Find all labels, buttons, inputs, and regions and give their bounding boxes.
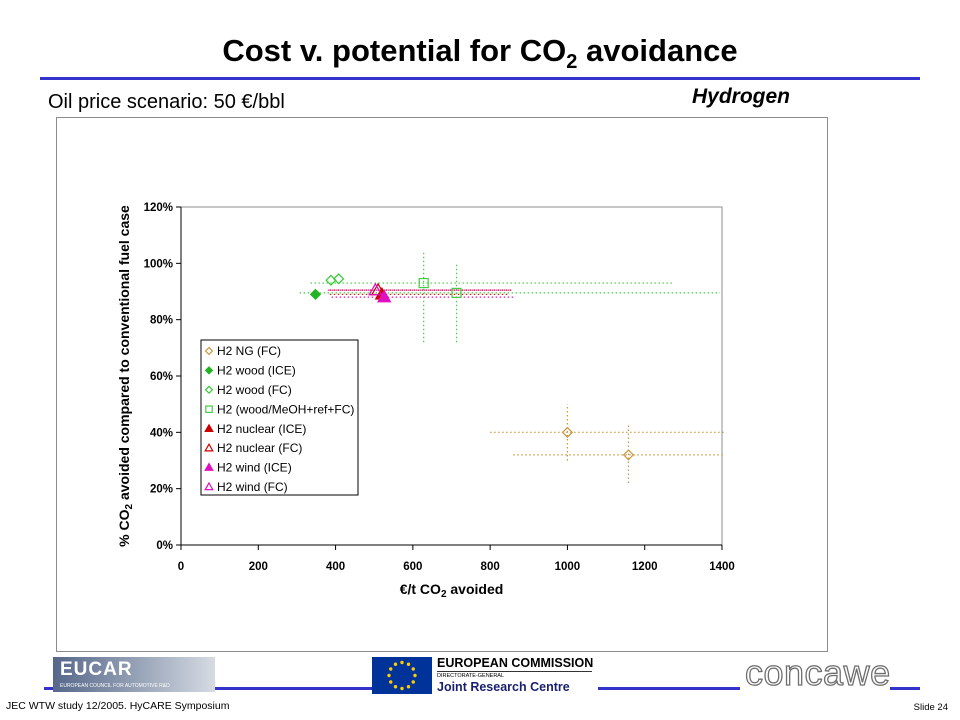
- title-subscript: 2: [566, 51, 578, 73]
- eu-flag-icon: [372, 657, 432, 694]
- slide-number: Slide 24: [913, 702, 948, 713]
- title-text-end: avoidance: [577, 33, 738, 68]
- concawe-logo: concawe: [740, 652, 891, 693]
- eucar-logo: EUCAR EUROPEAN COUNCIL FOR AUTOMOTIVE R&…: [53, 657, 215, 692]
- scenario-label: Oil price scenario: 50 €/bbl: [48, 91, 285, 113]
- concawe-logo-name: concawe: [744, 652, 891, 693]
- title-text: Cost v. potential for CO: [222, 33, 567, 68]
- jrc-logo-org: EUROPEAN COMMISSION: [437, 656, 594, 670]
- category-label: Hydrogen: [692, 85, 791, 108]
- slide-title: Cost v. potential for CO2 avoidance: [0, 33, 960, 73]
- title-divider: [40, 77, 920, 80]
- footer-source: JEC WTW study 12/2005. HyCARE Symposium: [6, 700, 230, 712]
- eucar-logo-tagline: EUROPEAN COUNCIL FOR AUTOMOTIVE R&D: [60, 683, 170, 689]
- jrc-logo-unit: DIRECTORATE-GENERAL: [437, 673, 505, 679]
- eucar-logo-name: EUCAR: [60, 659, 133, 680]
- chart-frame: [56, 117, 828, 652]
- jrc-logo-name: Joint Research Centre: [437, 680, 570, 694]
- jrc-logo-rule: [437, 671, 592, 672]
- jrc-logo: EUROPEAN COMMISSION DIRECTORATE-GENERAL …: [372, 655, 598, 695]
